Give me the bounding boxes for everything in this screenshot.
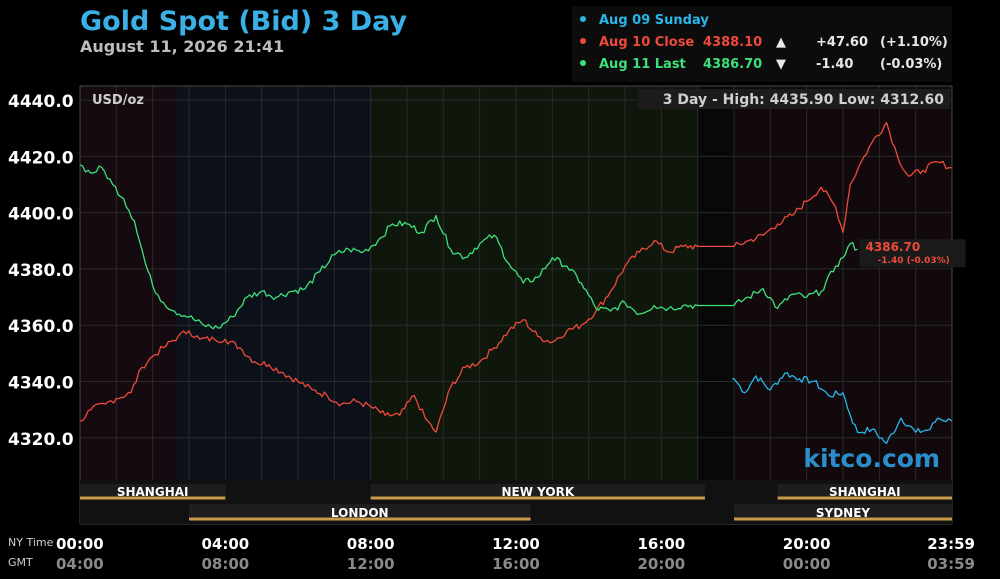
- y-tick-label: 4320.0: [8, 430, 74, 450]
- y-tick-label: 4360.0: [8, 317, 74, 337]
- session-box: [80, 484, 226, 498]
- session-label: SYDNEY: [816, 506, 871, 520]
- x-tick-ny: 16:00: [637, 535, 685, 553]
- x-axis-row-label: GMT: [8, 556, 33, 569]
- legend-price: 4388.10: [703, 35, 763, 50]
- legend-row-sunday: Aug 09 Sunday: [580, 10, 950, 32]
- x-tick-gmt: 12:00: [347, 555, 395, 573]
- session-box: [734, 504, 952, 518]
- legend-row-last: Aug 11 Last 4386.70 ▼ -1.40 (-0.03%): [580, 54, 950, 76]
- x-tick-ny: 08:00: [347, 535, 395, 553]
- series-line: [732, 372, 953, 445]
- x-tick-gmt: 08:00: [201, 555, 249, 573]
- legend-change: -1.40: [816, 57, 854, 72]
- session-label: SHANGHAI: [829, 485, 901, 499]
- x-tick-gmt: 16:00: [492, 555, 540, 573]
- legend-label: Aug 10 Close: [599, 35, 695, 50]
- last-price-box: [859, 239, 966, 268]
- session-box: [370, 484, 705, 498]
- chart-timestamp: August 11, 2026 21:41: [80, 37, 285, 56]
- y-tick-label: 4380.0: [8, 261, 74, 281]
- stats-text: 3 Day - High: 4435.90 Low: 4312.60: [663, 92, 945, 108]
- last-price-label: 4386.70: [866, 240, 921, 254]
- down-arrow-icon: ▼: [776, 57, 786, 72]
- session-band: [80, 86, 175, 480]
- y-tick-label: 4400.0: [8, 205, 74, 225]
- legend-label: Aug 09 Sunday: [599, 13, 709, 28]
- x-tick-gmt: 03:59: [927, 555, 975, 573]
- series-line: [79, 164, 858, 330]
- x-tick-gmt: 20:00: [637, 555, 685, 573]
- legend-dot-last: [580, 60, 586, 66]
- y-tick-label: 4420.0: [8, 148, 74, 168]
- session-box: [189, 504, 531, 518]
- last-change-label: -1.40 (-0.03%): [878, 256, 950, 266]
- y-tick-label: 4440.0: [8, 92, 74, 112]
- x-tick-ny: 04:00: [201, 535, 249, 553]
- legend-price: 4386.70: [703, 57, 763, 72]
- legend-dot-close: [580, 38, 586, 44]
- x-tick-gmt: 04:00: [56, 555, 104, 573]
- chart-title: Gold Spot (Bid) 3 Day: [80, 6, 408, 37]
- x-tick-ny: 12:00: [492, 535, 540, 553]
- session-label: LONDON: [331, 506, 389, 520]
- x-tick-gmt: 00:00: [783, 555, 831, 573]
- legend-box: Aug 09 Sunday Aug 10 Close 4388.10 ▲ +47…: [572, 6, 952, 82]
- legend-change: +47.60: [816, 35, 869, 50]
- session-label: NEW YORK: [501, 485, 574, 499]
- session-band: [697, 86, 734, 480]
- stats-box: [638, 89, 950, 109]
- x-tick-ny: 23:59: [927, 535, 975, 553]
- legend-label: Aug 11 Last: [599, 57, 686, 72]
- x-axis-row-label: NY Time: [8, 536, 54, 549]
- series-line: [79, 121, 952, 433]
- legend-dot-sunday: [580, 16, 586, 22]
- legend-percent: (+1.10%): [880, 35, 948, 50]
- watermark: kitco.com: [803, 444, 940, 473]
- x-tick-ny: 20:00: [783, 535, 831, 553]
- y-tick-label: 4340.0: [8, 374, 74, 394]
- unit-label: USD/oz: [92, 93, 144, 108]
- session-band: [370, 86, 698, 480]
- session-band: [174, 86, 371, 480]
- x-tick-ny: 00:00: [56, 535, 104, 553]
- legend-row-close: Aug 10 Close 4388.10 ▲ +47.60 (+1.10%): [580, 32, 950, 54]
- session-label: SHANGHAI: [117, 485, 189, 499]
- up-arrow-icon: ▲: [776, 35, 786, 50]
- legend-percent: (-0.03%): [880, 57, 943, 72]
- session-box: [777, 484, 952, 498]
